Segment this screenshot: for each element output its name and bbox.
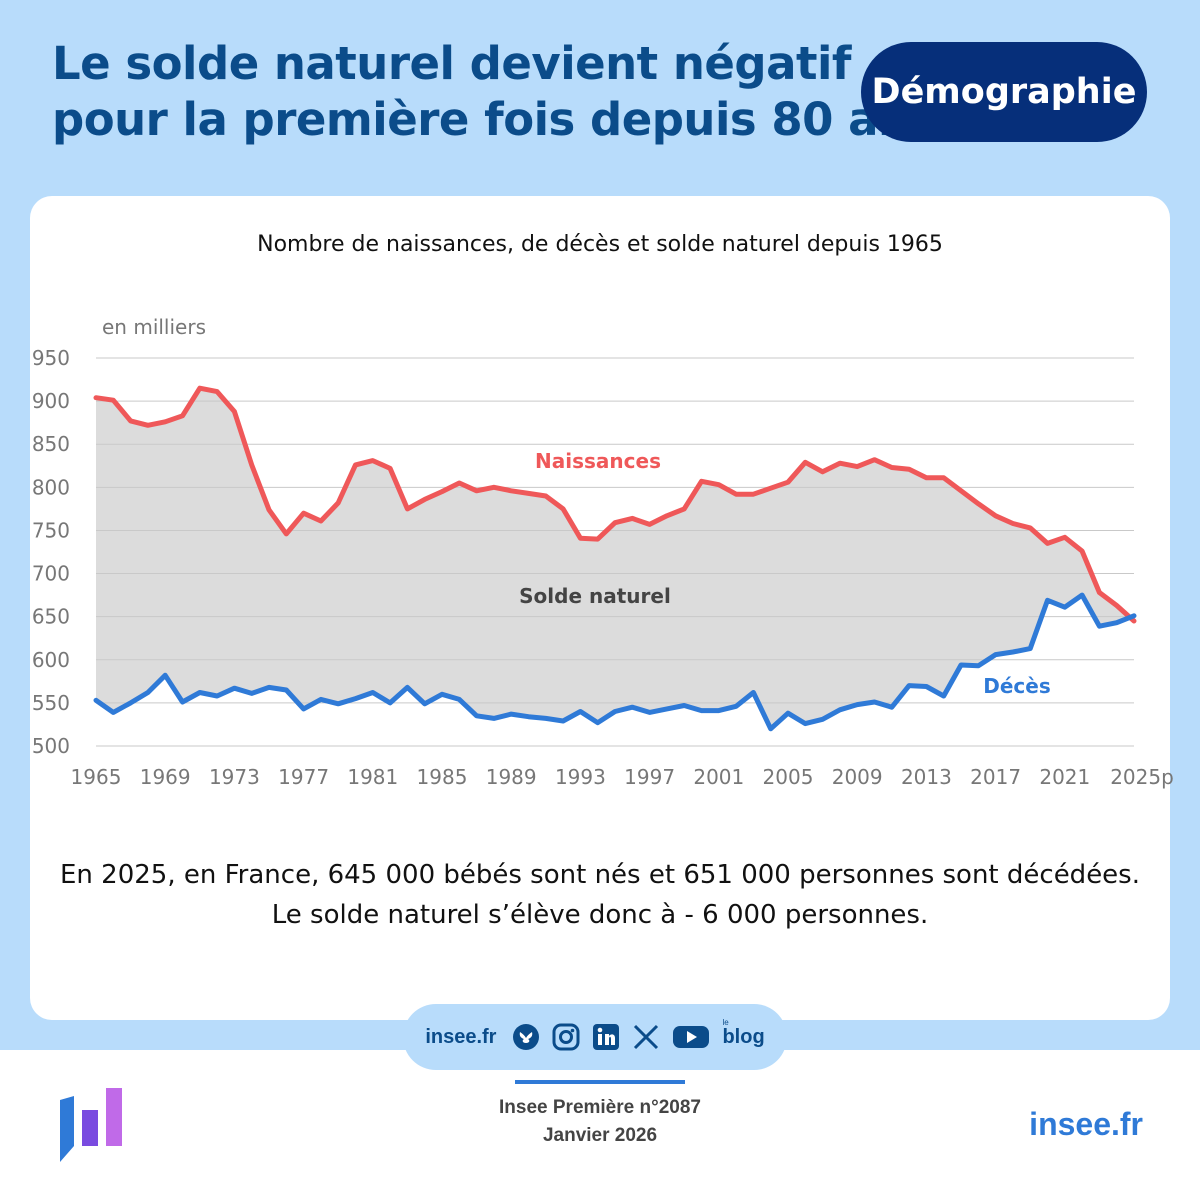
x-tick-label: 1993 bbox=[555, 765, 606, 789]
x-tick-label: 2017 bbox=[970, 765, 1021, 789]
headline: Le solde naturel devient négatif pour la… bbox=[52, 36, 936, 148]
footer-site-link[interactable]: insee.fr bbox=[1029, 1106, 1143, 1142]
y-tick-label: 600 bbox=[32, 648, 70, 672]
caption: En 2025, en France, 645 000 bébés sont n… bbox=[0, 855, 1200, 935]
x-tick-label: 1969 bbox=[140, 765, 191, 789]
series-line-dcs bbox=[93, 592, 1137, 732]
series-line-naissances bbox=[93, 385, 1137, 624]
x-tick-label: 2001 bbox=[693, 765, 744, 789]
x-tick-label: 1965 bbox=[71, 765, 122, 789]
y-tick-label: 550 bbox=[32, 691, 70, 715]
y-tick-label: 650 bbox=[32, 605, 70, 629]
publication-date: Janvier 2026 bbox=[542, 1125, 658, 1146]
y-tick-label: 900 bbox=[32, 389, 70, 413]
x-tick-label: 1973 bbox=[209, 765, 260, 789]
series-label-deces: Décès bbox=[983, 674, 1051, 698]
social-bar: insee.fr le blog bbox=[403, 1004, 787, 1070]
blog-label: blog bbox=[722, 1025, 765, 1048]
blog-small-label: le bbox=[722, 1017, 729, 1027]
x-tick-label: 1977 bbox=[278, 765, 329, 789]
x-tick-label: 2005 bbox=[763, 765, 814, 789]
youtube-icon[interactable] bbox=[672, 1023, 710, 1051]
y-tick-label: 800 bbox=[32, 475, 70, 499]
y-tick-label: 850 bbox=[32, 432, 70, 456]
x-tick-label: 2013 bbox=[901, 765, 952, 789]
x-tick-label: 2021 bbox=[1039, 765, 1090, 789]
caption-line-2: Le solde naturel s’élève donc à - 6 000 … bbox=[271, 900, 929, 930]
line-chart: 500 550 600 650 700 750 800 850 900 950 1965 1969 19… bbox=[32, 315, 1174, 789]
x-tick-label: 2025p bbox=[1110, 765, 1174, 789]
y-axis-label: en milliers bbox=[102, 315, 206, 339]
x-tick-label: 2009 bbox=[832, 765, 883, 789]
linkedin-icon[interactable] bbox=[592, 1023, 620, 1051]
publication-number: Insee Première n°2087 bbox=[499, 1097, 701, 1118]
instagram-icon[interactable] bbox=[552, 1023, 580, 1051]
solde-naturel-area bbox=[96, 388, 1134, 729]
headline-line-2: pour la première fois depuis 80 ans bbox=[52, 93, 936, 146]
x-tick-label: 1981 bbox=[347, 765, 398, 789]
x-tick-label: 1997 bbox=[624, 765, 675, 789]
bluesky-icon[interactable] bbox=[512, 1023, 540, 1051]
social-site-link[interactable]: insee.fr bbox=[425, 1025, 497, 1048]
caption-line-1: En 2025, en France, 645 000 bébés sont n… bbox=[60, 860, 1140, 890]
blog-link[interactable]: le blog bbox=[722, 1018, 765, 1049]
insee-logo bbox=[60, 1088, 122, 1162]
publication-divider bbox=[515, 1080, 685, 1084]
topic-tag[interactable]: Démographie bbox=[861, 42, 1147, 142]
publication-info: Insee Première n°2087 Janvier 2026 bbox=[0, 1094, 1200, 1150]
chart-title: Nombre de naissances, de décès et solde … bbox=[257, 232, 943, 257]
headline-line-1: Le solde naturel devient négatif bbox=[52, 37, 852, 90]
x-tick-label: 1985 bbox=[417, 765, 468, 789]
x-icon[interactable] bbox=[632, 1023, 660, 1051]
y-tick-label: 950 bbox=[32, 346, 70, 370]
footer bbox=[0, 1050, 1200, 1200]
y-tick-label: 700 bbox=[32, 562, 70, 586]
area-label-solde-naturel: Solde naturel bbox=[519, 584, 671, 608]
y-tick-label: 750 bbox=[32, 518, 70, 542]
y-tick-label: 500 bbox=[32, 734, 70, 758]
x-tick-label: 1989 bbox=[486, 765, 537, 789]
series-label-naissances: Naissances bbox=[535, 449, 661, 473]
